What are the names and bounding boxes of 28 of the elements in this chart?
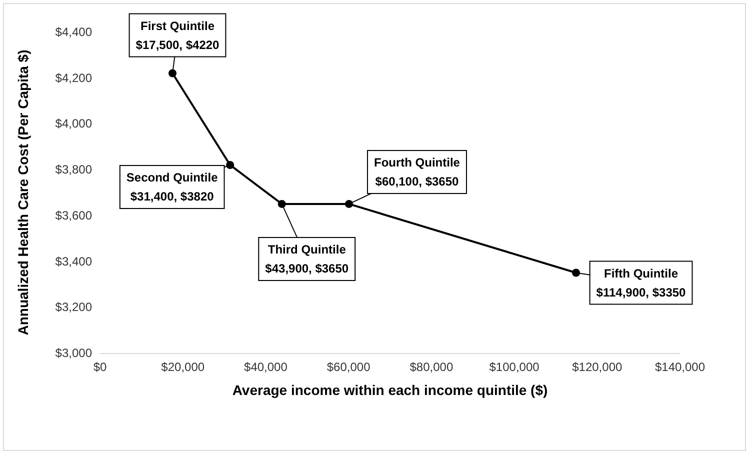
annotation: Third Quintile $43,900, $3650	[265, 242, 349, 276]
y-tick-label: $3,200	[55, 300, 92, 314]
y-tick-label: $3,000	[55, 346, 92, 360]
x-tick-label: $40,000	[244, 360, 288, 374]
y-tick-label: $3,600	[55, 208, 92, 222]
point	[344, 200, 353, 208]
y-tick-label: $4,400	[55, 25, 92, 39]
x-tick-label: $100,000	[489, 360, 540, 374]
annotation: First Quintile $17,500, $4220	[136, 18, 220, 52]
annotation: Second Quintile $31,400, $3820	[126, 170, 218, 204]
x-tick-label: $20,000	[161, 360, 205, 374]
y-tick-label: $4,200	[55, 70, 92, 85]
point	[168, 69, 176, 78]
y-tick-label: $3,400	[55, 254, 92, 268]
y-tick-label: $3,800	[55, 162, 92, 177]
x-tick-label: $80,000	[410, 360, 454, 374]
x-tick-label: $60,000	[326, 360, 371, 374]
annotation: Fifth Quintile $114,900, $3350	[596, 266, 686, 300]
x-axis-title: Average income within each income quintile ($)	[232, 382, 548, 398]
y-axis-title: Annualized Health Care Cost (Per Capita $)	[15, 50, 31, 336]
annotation: Fourth Quintile $60,100, $3650	[374, 155, 460, 188]
x-tick-label: $140,000	[654, 360, 706, 374]
x-tick-label: $0	[93, 360, 107, 374]
point	[226, 160, 234, 169]
point	[572, 268, 580, 277]
y-tick-label: $4,000	[55, 116, 92, 131]
x-tick-label: $120,000	[572, 360, 622, 374]
point	[278, 200, 286, 208]
